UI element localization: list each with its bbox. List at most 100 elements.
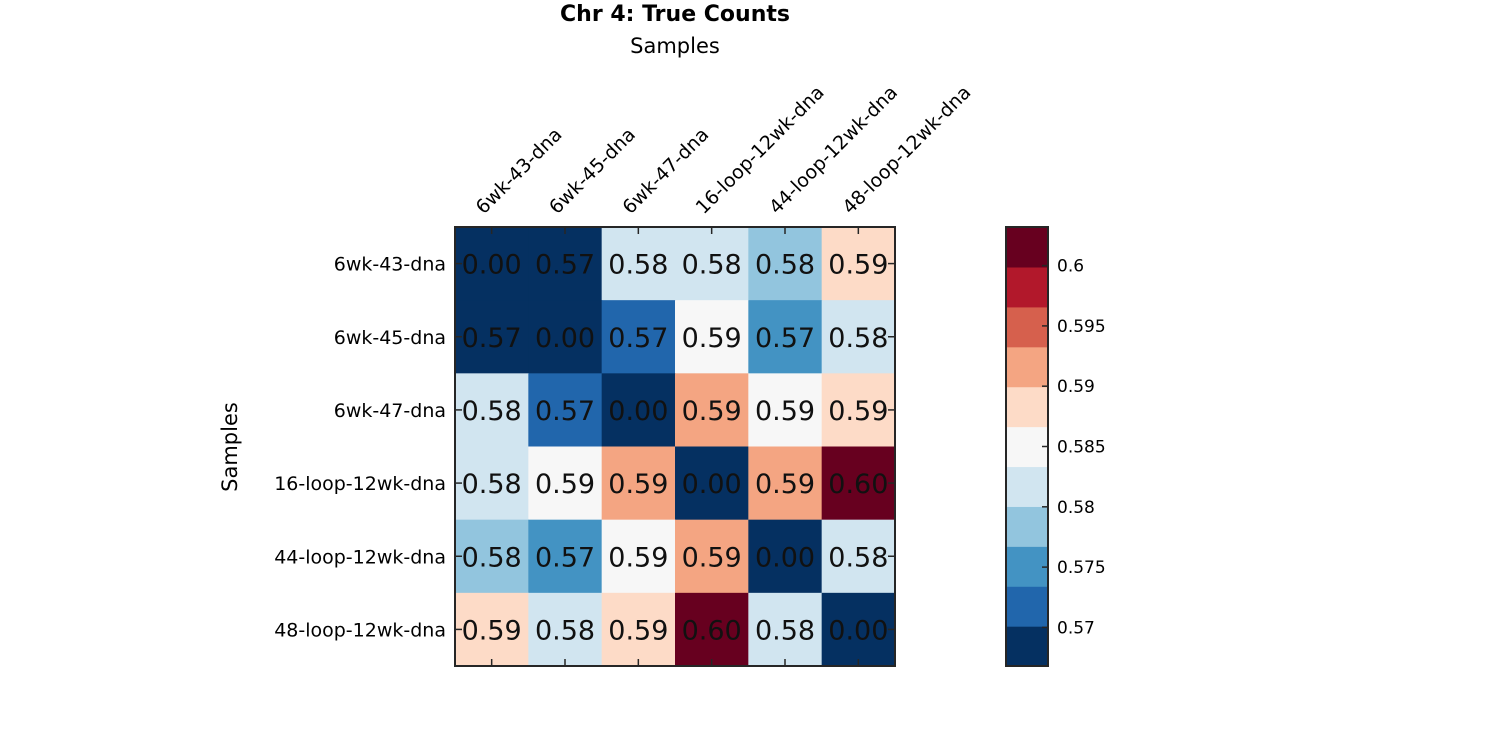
- colorbar-tick-label: 0.58: [1057, 498, 1095, 518]
- colorbar-segment: [1006, 426, 1048, 468]
- colorbar: 0.57 0.575 0.58 0.585 0.59 0.595 0.6: [1006, 227, 1106, 667]
- heatmap-cell: [455, 592, 529, 667]
- colorbar-tick-label: 0.585: [1057, 438, 1106, 458]
- cell-value-label: 0.57: [535, 396, 595, 427]
- y-tick-label: 16-loop-12wk-dna: [274, 473, 446, 495]
- cell-value-label: 0.59: [608, 542, 668, 573]
- colorbar-segment: [1006, 466, 1048, 507]
- colorbar-segment: [1006, 346, 1048, 388]
- cell-value-label: 0.57: [608, 323, 668, 354]
- colorbar-tick-label: 0.59: [1057, 377, 1095, 397]
- cell-value-label: 0.58: [755, 250, 815, 281]
- heatmap-cell: [601, 446, 676, 521]
- plot-frame: [454, 226, 896, 667]
- heatmap-cell-labels: 0.00 0.57 0.58 0.58 0.58 0.59 0.57 0.00 0.57 0.59…: [462, 250, 889, 647]
- colorbar-segment: [1006, 586, 1048, 627]
- x-axis-label: Samples: [630, 34, 720, 58]
- heatmap-cell: [748, 519, 823, 594]
- colorbar-tick-label: 0.575: [1057, 558, 1106, 578]
- cell-value-label: 0.59: [682, 323, 742, 354]
- cell-value-label: 0.00: [682, 469, 742, 500]
- cell-value-label: 0.58: [828, 323, 888, 354]
- heatmap-cell: [675, 519, 749, 594]
- heatmap-cell: [821, 446, 896, 521]
- heatmap-cell: [455, 446, 529, 521]
- cell-value-label: 0.57: [535, 542, 595, 573]
- heatmap-cell: [455, 227, 529, 301]
- heatmap-cell: [821, 300, 896, 374]
- heatmap-cell: [675, 446, 749, 521]
- colorbar-frame: [1005, 226, 1049, 667]
- cell-value-label: 0.59: [682, 396, 742, 427]
- heatmap-cell: [821, 592, 896, 667]
- colorbar-segment: [1006, 546, 1048, 587]
- heatmap-cell: [601, 592, 676, 667]
- cell-value-label: 0.58: [828, 542, 888, 573]
- colorbar-segment: [1006, 306, 1048, 348]
- cell-value-label: 0.58: [462, 469, 522, 500]
- cell-value-label: 0.59: [462, 615, 522, 646]
- y-axis-label: Samples: [218, 402, 242, 492]
- colorbar-segment: [1006, 506, 1048, 547]
- colorbar-tick-label: 0.6: [1057, 257, 1084, 277]
- cell-value-label: 0.57: [755, 323, 815, 354]
- heatmap-cell: [821, 373, 896, 448]
- cell-value-label: 0.59: [755, 396, 815, 427]
- heatmap-cell: [455, 519, 529, 594]
- y-tick-label: 48-loop-12wk-dna: [274, 619, 446, 641]
- cell-value-label: 0.59: [608, 469, 668, 500]
- x-tick-label: 16-loop-12wk-dna: [692, 81, 829, 218]
- x-tick-label: 48-loop-12wk-dna: [838, 81, 975, 218]
- colorbar-segment: [1006, 266, 1048, 308]
- y-tick-labels: 6wk-43-dna 6wk-45-dna 6wk-47-dna 16-loop-12…: [274, 254, 895, 641]
- cell-value-label: 0.00: [755, 542, 815, 573]
- cell-value-label: 0.59: [755, 469, 815, 500]
- cell-value-label: 0.00: [608, 396, 668, 427]
- heatmap-cell: [675, 373, 749, 448]
- heatmap-cell: [821, 227, 896, 301]
- cell-value-label: 0.00: [828, 615, 888, 646]
- heatmap-cell: [528, 592, 603, 667]
- y-tick-label: 6wk-43-dna: [334, 254, 446, 276]
- cell-value-label: 0.59: [608, 615, 668, 646]
- x-tick-label: 44-loop-12wk-dna: [765, 81, 902, 218]
- y-tick-label: 44-loop-12wk-dna: [274, 546, 446, 568]
- heatmap-cell: [748, 446, 823, 521]
- cell-value-label: 0.00: [535, 323, 595, 354]
- cell-value-label: 0.59: [828, 250, 888, 281]
- colorbar-segment: [1006, 386, 1048, 428]
- cell-value-label: 0.58: [608, 250, 668, 281]
- cell-value-label: 0.58: [535, 615, 595, 646]
- heatmap-cell: [675, 300, 749, 374]
- heatmap-cell: [601, 300, 676, 374]
- heatmap-cell: [748, 227, 823, 301]
- heatmap-cell: [528, 227, 603, 301]
- cell-value-label: 0.57: [462, 323, 522, 354]
- colorbar-segment: [1006, 626, 1048, 667]
- heatmap-cell: [748, 592, 823, 667]
- heatmap-cell: [455, 373, 529, 448]
- cell-value-label: 0.59: [682, 542, 742, 573]
- heatmap-cells: [455, 227, 896, 667]
- y-tick-label: 6wk-45-dna: [334, 327, 446, 349]
- cell-value-label: 0.59: [535, 469, 595, 500]
- heatmap-cell: [601, 227, 676, 301]
- chart-title: Chr 4: True Counts: [560, 2, 790, 27]
- heatmap-cell: [455, 300, 529, 374]
- colorbar-segment: [1006, 227, 1048, 268]
- cell-value-label: 0.58: [462, 542, 522, 573]
- heatmap-cell: [601, 373, 676, 448]
- colorbar-tick-label: 0.57: [1057, 618, 1095, 638]
- cell-value-label: 0.00: [462, 250, 522, 281]
- cell-value-label: 0.58: [682, 250, 742, 281]
- cell-value-label: 0.57: [535, 250, 595, 281]
- cell-value-label: 0.60: [682, 615, 742, 646]
- heatmap-cell: [748, 373, 823, 448]
- cell-value-label: 0.58: [755, 615, 815, 646]
- cell-value-label: 0.58: [462, 396, 522, 427]
- colorbar-tick-label: 0.595: [1057, 317, 1106, 337]
- heatmap-cell: [821, 519, 896, 594]
- cell-value-label: 0.60: [828, 469, 888, 500]
- heatmap-cell: [528, 373, 603, 448]
